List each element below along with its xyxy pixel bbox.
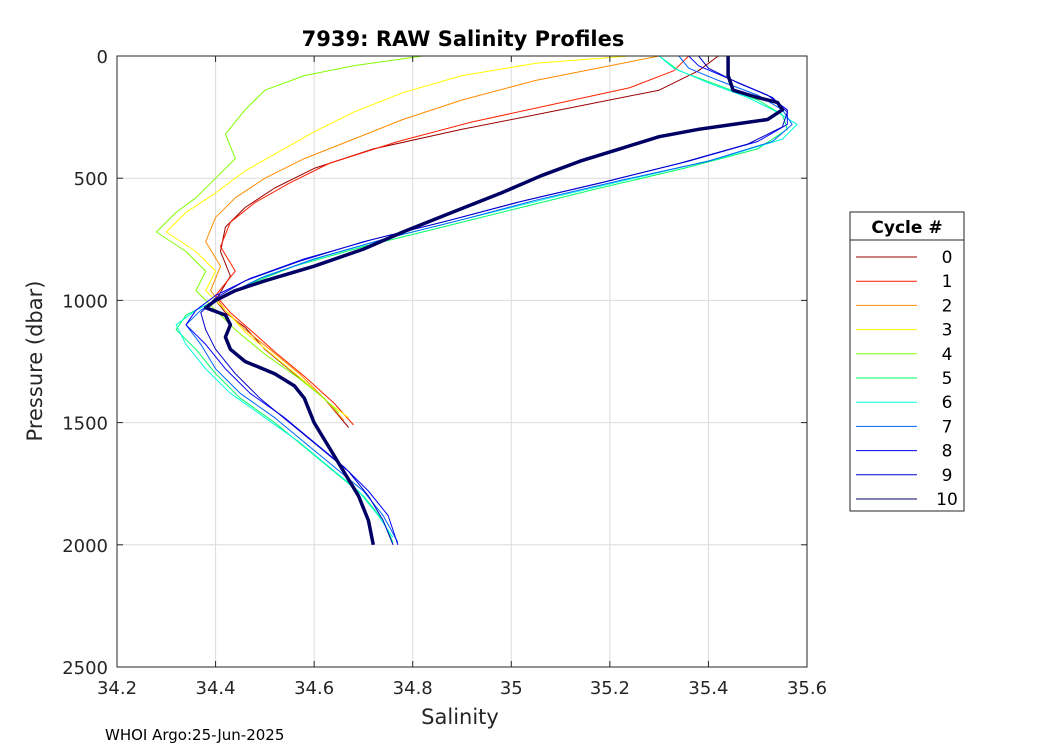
legend-label-cycle-7: 7 (942, 417, 953, 437)
grid-lines (116, 55, 808, 668)
y-tick-label: 500 (74, 169, 108, 190)
x-tick-label: 34.6 (294, 678, 334, 699)
x-tick-label: 35 (500, 678, 523, 699)
series-line-cycle-2 (205, 55, 660, 421)
legend: Cycle # 0 1 2 3 4 5 6 7 8 9 10 (849, 211, 965, 512)
series-line-cycle-9 (200, 55, 788, 545)
y-tick-label: 2500 (62, 658, 108, 679)
series-line-cycle-10 (203, 56, 785, 546)
legend-label-cycle-8: 8 (942, 442, 953, 462)
x-tick-label: 35.6 (787, 678, 827, 699)
y-tick-label: 1500 (62, 414, 108, 435)
series-line-cycle-0 (215, 55, 719, 428)
legend-title: Cycle # (871, 218, 942, 238)
series-line-cycle-5 (175, 55, 788, 543)
legend-items: 0 1 2 3 4 5 6 7 8 9 10 (856, 248, 958, 510)
legend-label-cycle-5: 5 (942, 369, 953, 389)
x-tick-label: 35.4 (688, 678, 728, 699)
series-line-cycle-4 (155, 55, 423, 414)
footer-stamp: WHOI Argo:25-Jun-2025 (105, 726, 284, 744)
x-tick-label: 35.2 (590, 678, 630, 699)
axis-ticks: 34.2 34.4 34.6 34.8 35 35.2 35.4 35.6 0 500 1000 15… (62, 47, 827, 699)
legend-label-cycle-2: 2 (942, 296, 953, 316)
chart-title: 7939: RAW Salinity Profiles (302, 27, 625, 51)
series-line-cycle-7 (185, 55, 793, 543)
x-tick-label: 34.8 (393, 678, 433, 699)
legend-label-cycle-1: 1 (942, 272, 953, 292)
legend-box (849, 211, 965, 512)
x-tick-label: 34.2 (97, 678, 137, 699)
legend-label-cycle-0: 0 (942, 248, 953, 268)
plot-series (155, 55, 798, 546)
legend-label-cycle-6: 6 (942, 393, 953, 413)
legend-label-cycle-10: 10 (936, 490, 958, 510)
x-axis-label: Salinity (421, 705, 499, 729)
series-line-cycle-1 (215, 55, 690, 426)
y-tick-label: 0 (97, 47, 108, 68)
y-tick-label: 2000 (62, 536, 108, 557)
series-line-cycle-3 (165, 55, 630, 419)
legend-label-cycle-3: 3 (942, 321, 953, 341)
y-tick-label: 1000 (62, 291, 108, 312)
legend-label-cycle-4: 4 (942, 345, 953, 365)
legend-label-cycle-9: 9 (942, 466, 953, 486)
x-tick-label: 34.4 (196, 678, 236, 699)
plot-axes-box (116, 55, 808, 668)
y-axis-label: Pressure (dbar) (23, 281, 47, 442)
